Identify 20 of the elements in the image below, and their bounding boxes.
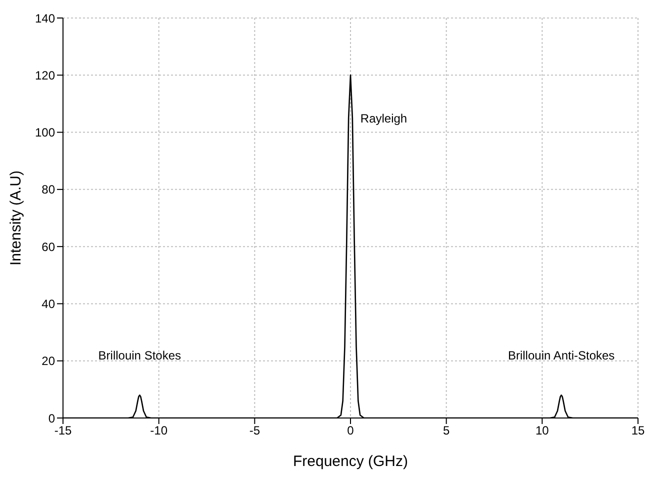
x-tick-label: 0 (347, 424, 354, 438)
y-tick-label: 60 (42, 240, 56, 254)
x-tick-label: 5 (442, 424, 450, 438)
x-axis-title: Frequency (GHz) (292, 453, 408, 470)
x-tick-label: 15 (631, 424, 645, 438)
y-tick-label: 100 (34, 126, 56, 140)
x-tick-label: 10 (535, 424, 550, 438)
y-tick-label: 40 (42, 296, 56, 311)
x-tick-label: -5 (249, 424, 260, 438)
annotation: Brillouin Anti-Stokes (508, 348, 615, 362)
y-tick-label: 20 (42, 354, 56, 368)
annotation: Brillouin Stokes (98, 348, 182, 362)
x-tick-label: -10 (150, 424, 168, 438)
y-tick-label: 0 (48, 411, 56, 426)
y-tick-label: 120 (34, 68, 56, 82)
y-tick-label: 80 (42, 182, 56, 197)
y-axis-title: Intensity (A.U) (7, 170, 24, 266)
x-tick-label: -15 (54, 424, 72, 438)
annotation: Rayleigh (360, 111, 408, 126)
y-tick-label: 140 (34, 11, 56, 26)
